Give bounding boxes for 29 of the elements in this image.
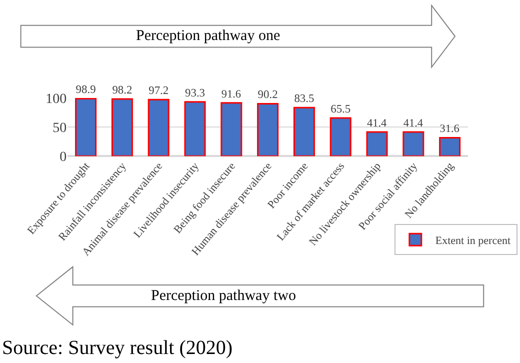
bar: [330, 117, 352, 156]
bar: [220, 102, 242, 156]
data-label: 93.3: [184, 87, 206, 100]
bar: [439, 136, 461, 156]
legend-label: Extent in percent: [435, 234, 511, 247]
data-label: 65.5: [330, 103, 351, 116]
bar: [75, 98, 97, 156]
data-label: 41.4: [366, 117, 387, 130]
bar: [257, 102, 279, 156]
bar: [184, 101, 206, 156]
y-tick-label: 0: [60, 150, 67, 165]
data-label: 91.6: [221, 88, 242, 100]
data-label: 90.2: [258, 89, 278, 102]
text: Perception pathway one: [136, 28, 280, 44]
bar: [111, 98, 133, 156]
data-label: 97.2: [148, 85, 169, 97]
y-tick-label: 50: [52, 120, 67, 136]
data-label: 83.5: [294, 92, 314, 105]
data-label: 31.6: [440, 123, 460, 136]
y-tick-label: 100: [46, 92, 67, 107]
data-label: 41.4: [403, 117, 424, 130]
text: Perception pathway two: [151, 288, 296, 304]
bar: [366, 131, 388, 156]
bar: [402, 131, 424, 156]
data-label: 98.2: [112, 84, 132, 96]
bar: [148, 98, 170, 156]
bar: [293, 106, 315, 156]
source-note: Source: Survey result (2020): [2, 337, 233, 359]
data-label: 98.9: [76, 84, 96, 96]
